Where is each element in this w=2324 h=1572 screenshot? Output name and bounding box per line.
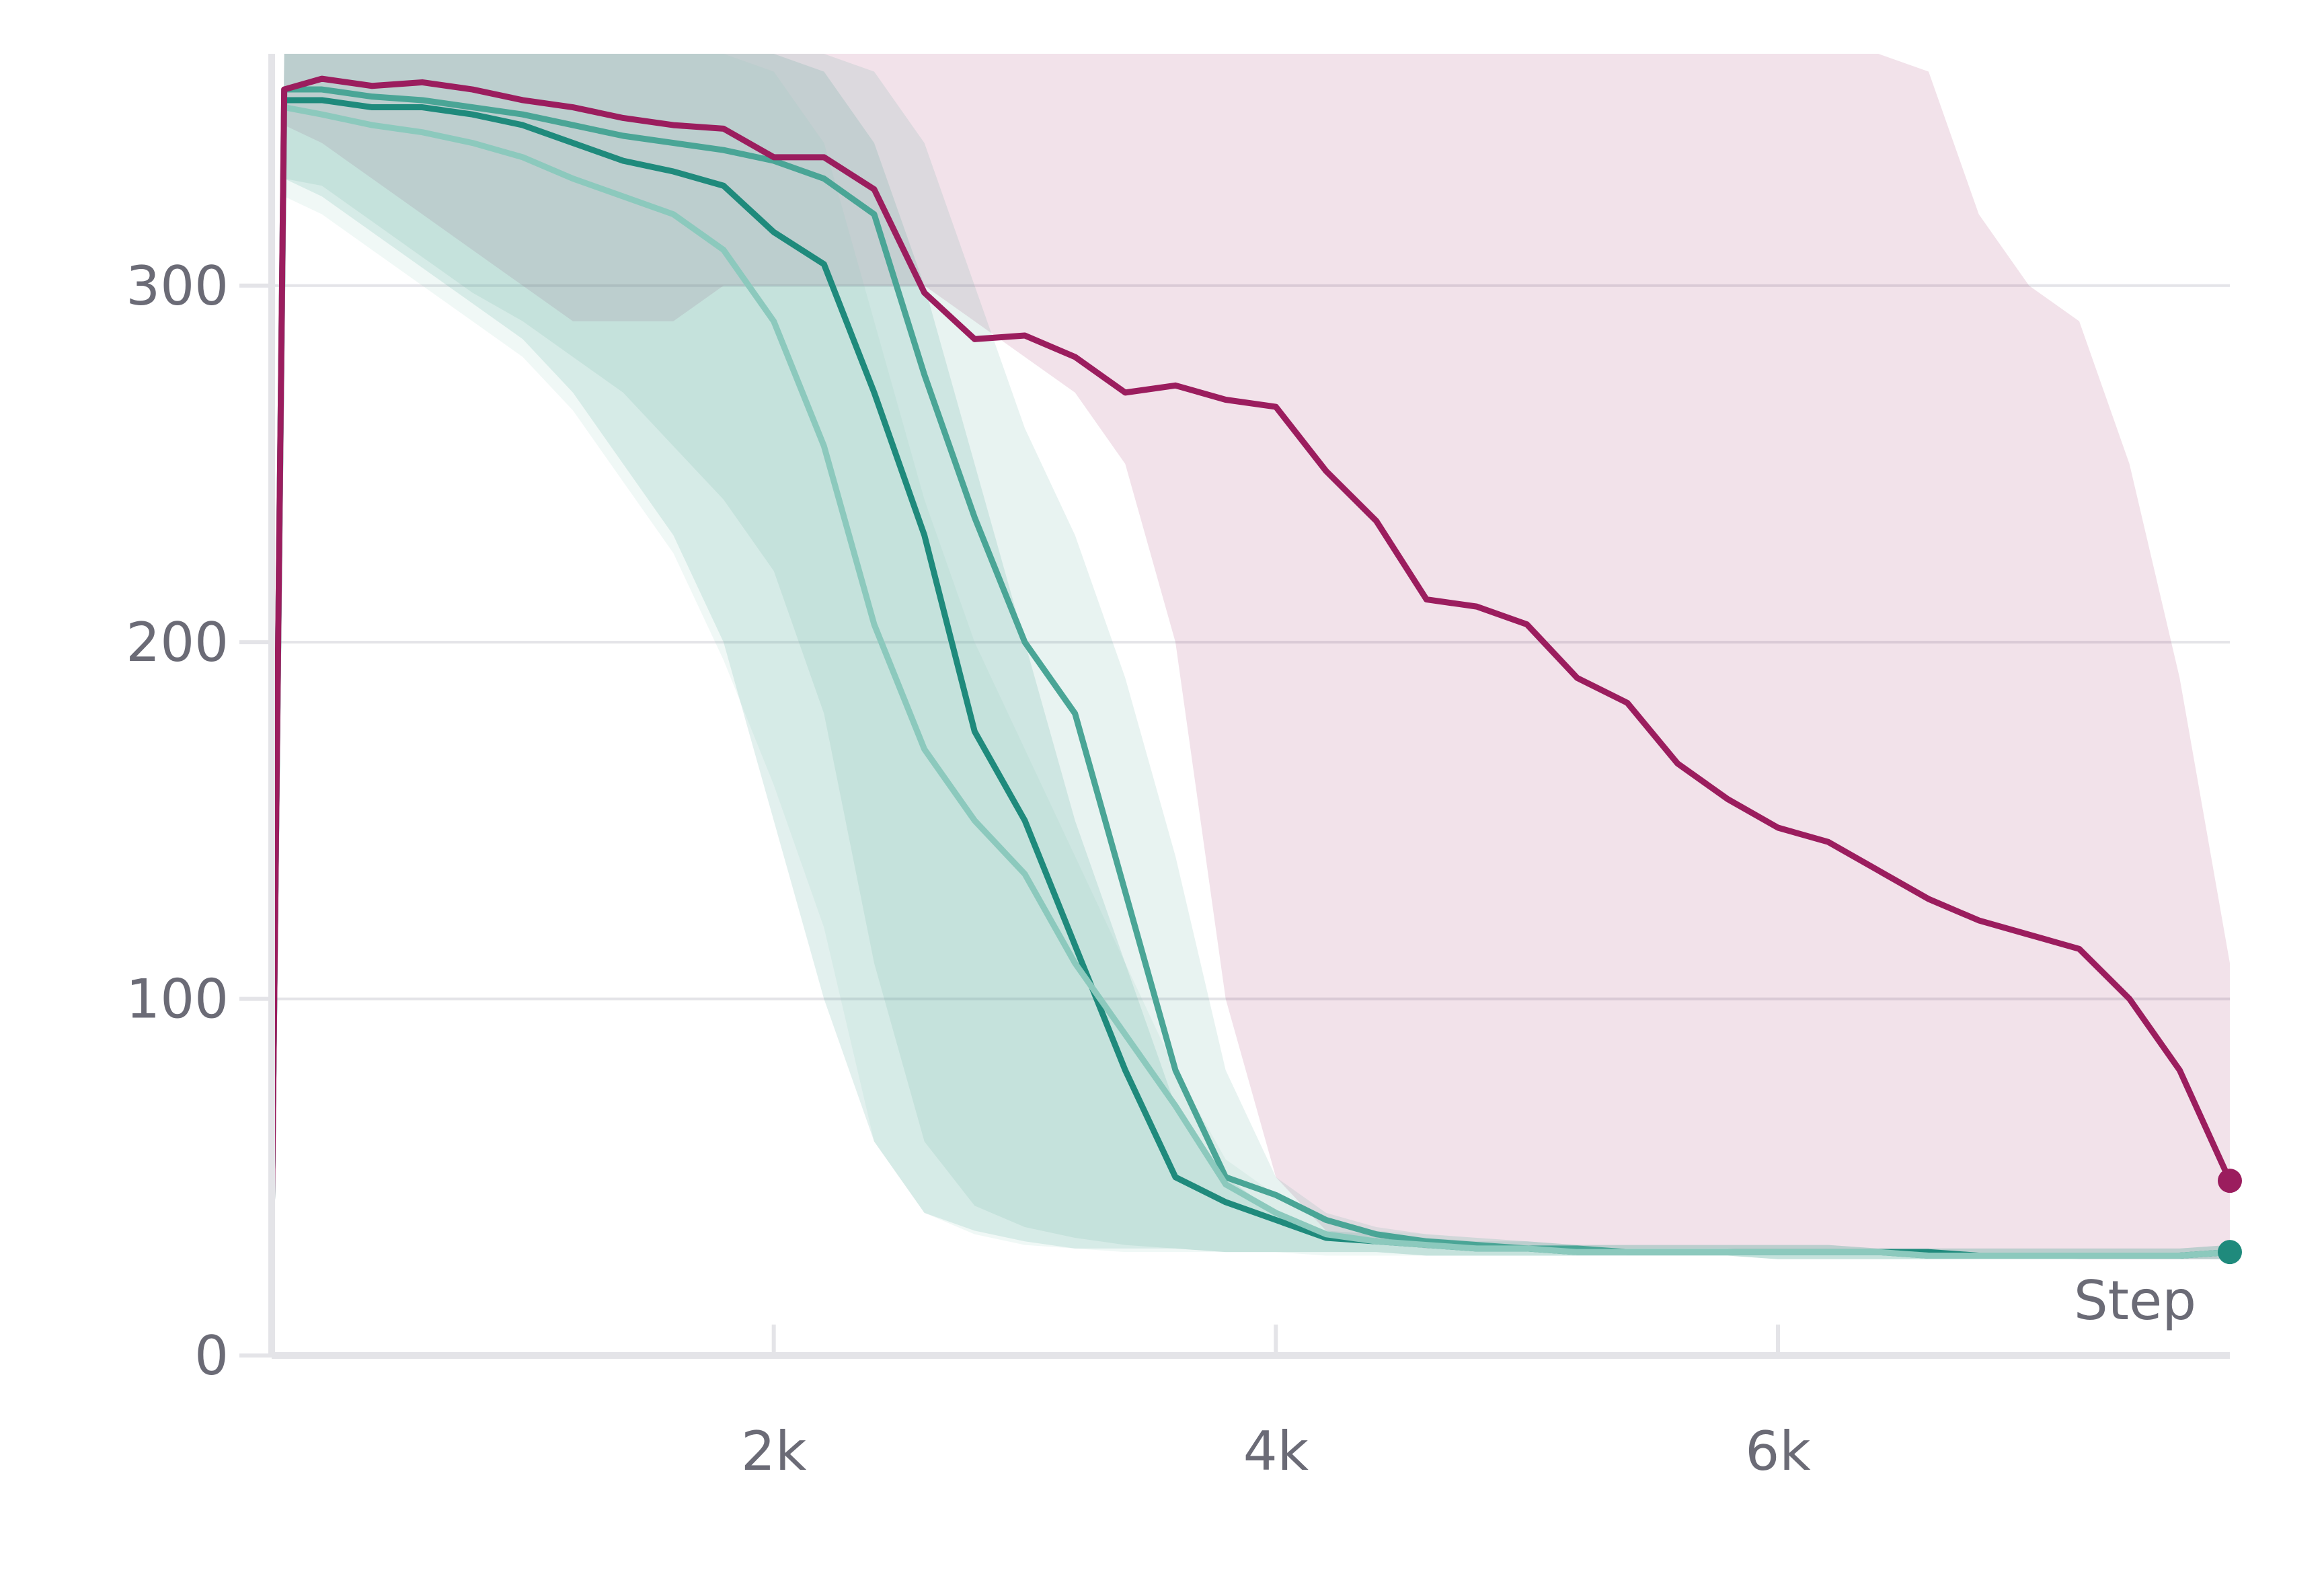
series-3-line	[268, 104, 2233, 1259]
series-3-band	[272, 54, 2230, 1259]
y-tick-label-100: 100	[126, 968, 229, 1031]
x-tick-label-2k: 2k	[741, 1420, 807, 1483]
x-tick-label-4k: 4k	[1243, 1420, 1309, 1483]
y-tick-label-200: 200	[126, 611, 229, 674]
axes	[239, 54, 2230, 1359]
gridlines	[272, 284, 2230, 1000]
series-0-line	[268, 75, 2233, 1234]
series-lines	[268, 75, 2242, 1265]
y-tick-label-300: 300	[126, 255, 229, 317]
series-2-band	[272, 54, 2230, 1259]
tick-labels: 0 100 200 300 2k 4k 6k	[126, 255, 1811, 1483]
series-0-band	[272, 54, 2230, 1259]
x-tick-label-6k: 6k	[1745, 1420, 1811, 1483]
series-0-end-marker	[2218, 1169, 2242, 1193]
y-tick-label-0: 0	[194, 1325, 229, 1387]
x-axis-title: Step	[2074, 1269, 2196, 1332]
series-1-band	[272, 54, 2230, 1259]
series-1-end-marker	[2218, 1240, 2242, 1265]
confidence-bands	[272, 54, 2230, 1259]
